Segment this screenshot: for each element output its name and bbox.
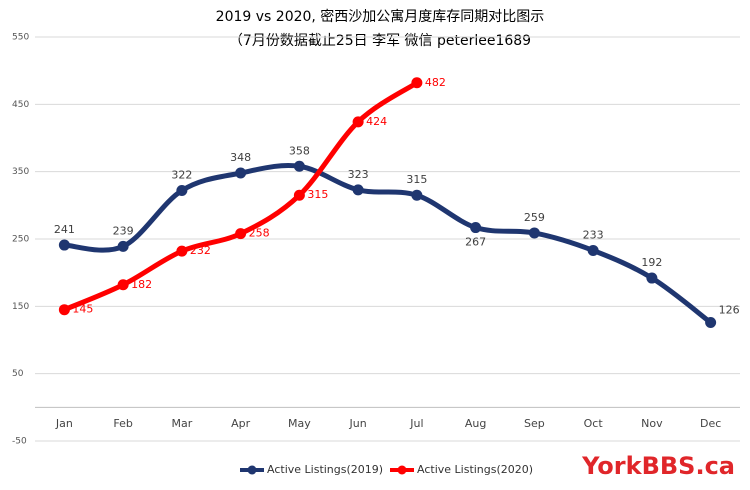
data-label: 126: [719, 303, 740, 316]
x-tick-label: Apr: [231, 417, 251, 430]
data-label: 232: [190, 244, 211, 257]
marker: [528, 227, 540, 239]
y-tick-label: 350: [12, 167, 29, 177]
data-label: 322: [171, 169, 192, 182]
x-tick-label: Jan: [55, 417, 73, 430]
y-tick-label: 450: [12, 100, 29, 110]
marker: [646, 272, 658, 284]
marker: [117, 240, 129, 252]
data-label: 259: [524, 211, 545, 224]
marker: [117, 279, 129, 291]
x-tick-label: Oct: [584, 417, 604, 430]
data-label: 323: [348, 168, 369, 181]
data-label: 315: [406, 173, 427, 186]
data-label: 239: [113, 224, 134, 237]
marker: [176, 245, 188, 257]
marker: [352, 116, 364, 128]
chart-subtitle: （7月份数据截止25日 李军 微信 peterlee1689: [229, 33, 531, 49]
data-label: 358: [289, 144, 310, 157]
watermark: YorkBBS.ca: [581, 452, 735, 480]
marker: [176, 185, 188, 197]
marker: [235, 167, 247, 179]
marker: [352, 184, 364, 196]
marker: [411, 189, 423, 201]
x-tick-label: Nov: [641, 417, 663, 430]
marker: [58, 304, 70, 316]
series-line: [61, 163, 714, 325]
legend-label: Active Listings(2020): [417, 463, 533, 476]
data-label: 233: [583, 228, 604, 241]
marker: [587, 244, 599, 256]
data-label: 241: [54, 223, 75, 236]
legend-marker: [247, 465, 257, 475]
marker: [58, 239, 70, 251]
y-tick-label: 250: [12, 235, 29, 245]
data-label: 424: [366, 115, 387, 128]
legend-label: Active Listings(2019): [267, 463, 383, 476]
data-label: 192: [641, 256, 662, 269]
marker: [705, 316, 717, 328]
marker: [411, 77, 423, 89]
y-tick-label: 550: [12, 33, 29, 43]
data-label: 315: [307, 188, 328, 201]
data-label: 182: [131, 278, 152, 291]
x-tick-label: May: [288, 417, 311, 430]
y-tick-label: 50: [12, 369, 24, 379]
data-label: 267: [465, 236, 486, 249]
legend-marker: [397, 465, 407, 475]
marker: [293, 160, 305, 172]
data-label: 145: [72, 303, 93, 316]
y-tick-label: 150: [12, 302, 29, 312]
data-label: 258: [249, 227, 270, 240]
marker: [235, 228, 247, 240]
x-tick-label: Feb: [113, 417, 132, 430]
data-label: 482: [425, 76, 446, 89]
marker: [470, 222, 482, 234]
data-label: 348: [230, 151, 251, 164]
x-tick-label: Jun: [349, 417, 367, 430]
x-tick-label: Mar: [171, 417, 192, 430]
y-tick-label: -50: [12, 437, 27, 447]
x-tick-label: Dec: [700, 417, 721, 430]
x-tick-label: Sep: [524, 417, 545, 430]
x-tick-label: Aug: [465, 417, 486, 430]
marker: [293, 189, 305, 201]
x-tick-label: Jul: [409, 417, 423, 430]
chart-title: 2019 vs 2020, 密西沙加公寓月度库存同期对比图示: [216, 8, 545, 25]
